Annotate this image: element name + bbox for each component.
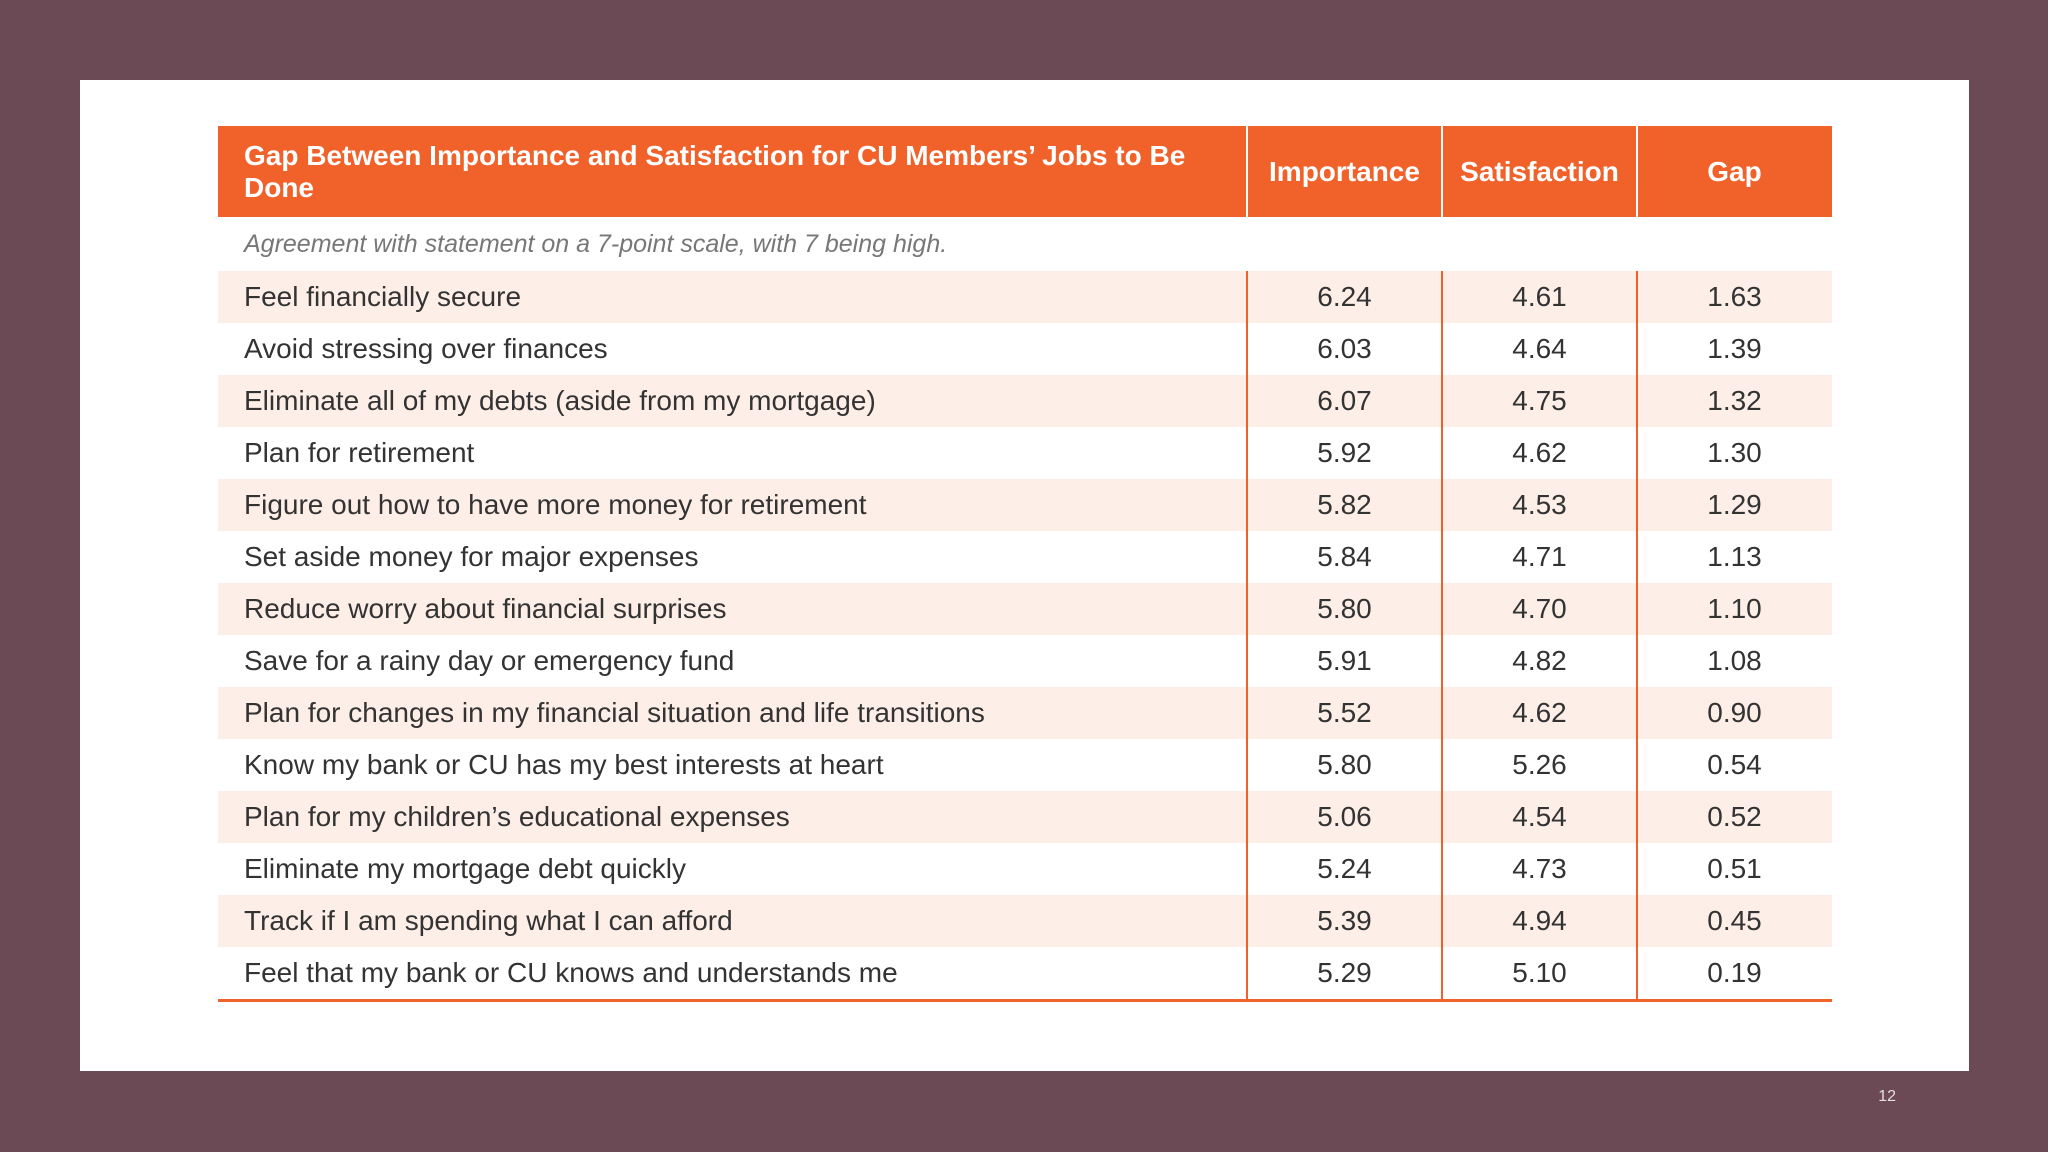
importance-cell: 5.24 (1246, 843, 1441, 895)
table-row: Eliminate my mortgage debt quickly 5.24 4.… (218, 843, 1832, 895)
gap-cell: 1.39 (1636, 323, 1831, 375)
table-row: Know my bank or CU has my best interests… (218, 739, 1832, 791)
importance-cell: 5.91 (1246, 635, 1441, 687)
table-row: Set aside money for major expenses 5.84 4.… (218, 531, 1832, 583)
importance-cell: 5.80 (1246, 739, 1441, 791)
table-body: Feel financially secure 6.24 4.61 1.63 Avoid… (218, 271, 1832, 999)
row-label: Figure out how to have more money for re… (244, 489, 867, 520)
row-label: Feel financially secure (244, 281, 522, 312)
table-row: Reduce worry about financial surprises 5.… (218, 583, 1832, 635)
table-header: Gap Between Importance and Satisfaction … (218, 126, 1832, 217)
table-row: Feel that my bank or CU knows and unders… (218, 947, 1832, 999)
row-label: Plan for changes in my financial situati… (244, 697, 985, 728)
satisfaction-cell: 5.10 (1441, 947, 1636, 999)
satisfaction-cell: 4.73 (1441, 843, 1636, 895)
gap-cell: 0.54 (1636, 739, 1831, 791)
row-label: Know my bank or CU has my best interests… (244, 749, 884, 780)
row-label: Track if I am spending what I can afford (244, 905, 733, 936)
table-bottom-rule (218, 999, 1832, 1002)
satisfaction-cell: 4.54 (1441, 791, 1636, 843)
gap-cell: 0.51 (1636, 843, 1831, 895)
table-row: Plan for my children’s educational expen… (218, 791, 1832, 843)
importance-cell: 5.52 (1246, 687, 1441, 739)
table-row: Save for a rainy day or emergency fund 5.… (218, 635, 1832, 687)
table-row: Plan for changes in my financial situati… (218, 687, 1832, 739)
satisfaction-cell: 4.61 (1441, 271, 1636, 323)
satisfaction-cell: 4.94 (1441, 895, 1636, 947)
importance-cell: 6.24 (1246, 271, 1441, 323)
gap-cell: 1.08 (1636, 635, 1831, 687)
table-row: Track if I am spending what I can afford… (218, 895, 1832, 947)
row-label: Eliminate all of my debts (aside from my… (244, 385, 876, 416)
gap-cell: 1.63 (1636, 271, 1831, 323)
row-label: Reduce worry about financial surprises (244, 593, 727, 624)
table-row: Avoid stressing over finances 6.03 4.64 1.3… (218, 323, 1832, 375)
data-table: Gap Between Importance and Satisfaction … (218, 126, 1832, 1002)
table-title: Gap Between Importance and Satisfaction … (244, 139, 1186, 203)
row-label: Plan for retirement (244, 437, 475, 468)
importance-cell: 5.29 (1246, 947, 1441, 999)
satisfaction-cell: 4.75 (1441, 375, 1636, 427)
slide: Gap Between Importance and Satisfaction … (80, 80, 1969, 1071)
row-label: Plan for my children’s educational expen… (244, 801, 790, 832)
satisfaction-cell: 4.64 (1441, 323, 1636, 375)
table-row: Eliminate all of my debts (aside from my… (218, 375, 1832, 427)
table-subtitle-row: Agreement with statement on a 7-point sc… (218, 217, 1832, 271)
col-satisfaction-header: Satisfaction (1441, 126, 1636, 217)
importance-cell: 6.07 (1246, 375, 1441, 427)
gap-cell: 1.13 (1636, 531, 1831, 583)
gap-cell: 0.45 (1636, 895, 1831, 947)
importance-cell: 5.84 (1246, 531, 1441, 583)
satisfaction-cell: 4.62 (1441, 687, 1636, 739)
satisfaction-cell: 4.71 (1441, 531, 1636, 583)
importance-cell: 5.82 (1246, 479, 1441, 531)
gap-cell: 1.32 (1636, 375, 1831, 427)
satisfaction-cell: 4.82 (1441, 635, 1636, 687)
importance-cell: 5.92 (1246, 427, 1441, 479)
page-number: 12 (1878, 1088, 1896, 1105)
satisfaction-cell: 4.62 (1441, 427, 1636, 479)
col-gap-header: Gap (1636, 126, 1831, 217)
row-label: Avoid stressing over finances (244, 333, 608, 364)
gap-cell: 0.52 (1636, 791, 1831, 843)
gap-cell: 1.29 (1636, 479, 1831, 531)
importance-cell: 5.80 (1246, 583, 1441, 635)
row-label: Feel that my bank or CU knows and unders… (244, 957, 898, 988)
table-row: Figure out how to have more money for re… (218, 479, 1832, 531)
importance-cell: 5.39 (1246, 895, 1441, 947)
row-label: Save for a rainy day or emergency fund (244, 645, 735, 676)
gap-cell: 1.30 (1636, 427, 1831, 479)
importance-cell: 5.06 (1246, 791, 1441, 843)
satisfaction-cell: 4.53 (1441, 479, 1636, 531)
satisfaction-cell: 4.70 (1441, 583, 1636, 635)
importance-cell: 6.03 (1246, 323, 1441, 375)
gap-cell: 1.10 (1636, 583, 1831, 635)
table-subtitle: Agreement with statement on a 7-point sc… (244, 229, 948, 258)
row-label: Set aside money for major expenses (244, 541, 699, 572)
row-label: Eliminate my mortgage debt quickly (244, 853, 686, 884)
col-importance-header: Importance (1246, 126, 1441, 217)
table-row: Plan for retirement 5.92 4.62 1.30 (218, 427, 1832, 479)
gap-cell: 0.19 (1636, 947, 1831, 999)
gap-cell: 0.90 (1636, 687, 1831, 739)
satisfaction-cell: 5.26 (1441, 739, 1636, 791)
table-row: Feel financially secure 6.24 4.61 1.63 (218, 271, 1832, 323)
